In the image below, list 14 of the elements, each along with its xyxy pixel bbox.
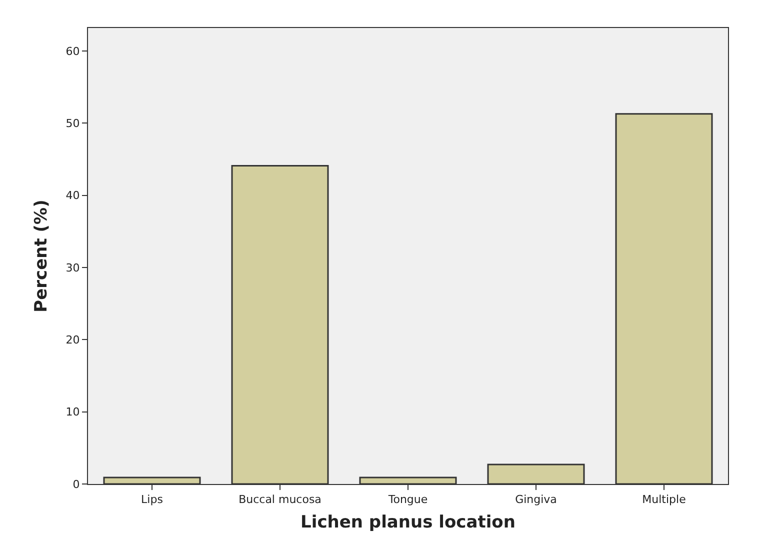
y-tick-label: 0 xyxy=(72,478,80,491)
x-tick-label: Lips xyxy=(141,493,164,506)
y-tick-label: 40 xyxy=(66,189,80,202)
y-tick-label: 20 xyxy=(66,334,80,347)
x-tick-label: Gingiva xyxy=(515,493,557,506)
y-tick-label: 50 xyxy=(66,117,80,130)
y-tick-label: 30 xyxy=(66,261,80,274)
y-tick-label: 60 xyxy=(66,44,80,58)
y-tick-label: 10 xyxy=(66,406,80,419)
x-axis-title: Lichen planus location xyxy=(300,512,516,533)
x-tick-label: Tongue xyxy=(387,493,428,506)
x-tick-label: Multiple xyxy=(642,493,686,506)
y-axis-title: Percent (%) xyxy=(31,200,52,312)
x-tick-label: Buccal mucosa xyxy=(238,493,322,506)
